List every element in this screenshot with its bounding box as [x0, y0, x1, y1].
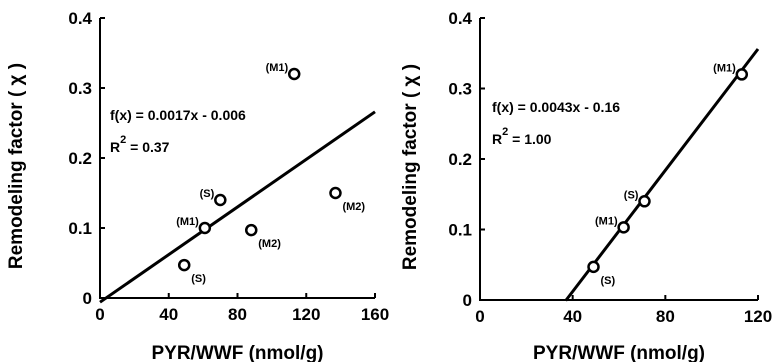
y-tick-label: 0.1	[448, 221, 472, 240]
data-point	[587, 260, 600, 274]
right-chart-panel: 0 0.1 0.2 0.3 0.4 0 40 80 120 PYR/WWF (nmol/g) Rem…	[400, 9, 772, 362]
r-squared-value: = 1.00	[508, 131, 551, 147]
y-axis-title: Remodeling factor ( χ )	[400, 64, 421, 270]
data-point-label: (M1)	[713, 62, 736, 74]
y-tick-label: 0.4	[448, 9, 472, 28]
y-axis-title-text: Remodeling factor	[400, 98, 421, 270]
x-tick-label: 40	[563, 307, 582, 326]
x-tick-label: 0	[95, 305, 104, 324]
y-tick-label: 0.2	[448, 150, 472, 169]
data-point	[245, 223, 258, 237]
data-point-label: (M1)	[176, 216, 199, 228]
y-tick-label: 0.1	[68, 219, 92, 238]
data-point	[214, 193, 227, 207]
y-tick-label: 0	[463, 291, 472, 310]
data-point-label: (S)	[191, 273, 206, 285]
x-axis-title: PYR/WWF (nmol/g)	[533, 343, 705, 362]
data-point	[638, 195, 651, 208]
data-point	[735, 68, 749, 81]
r-squared: R2 = 1.00	[492, 126, 552, 147]
x-tick-label: 40	[159, 305, 178, 324]
x-tick-label: 80	[656, 307, 675, 326]
data-point-label: (M2)	[258, 238, 281, 250]
r-squared-prefix: R	[110, 139, 120, 155]
y-axis-title: Remodeling factor ( χ )	[6, 63, 27, 269]
left-chart-panel: 0 0.1 0.2 0.3 0.4 0 40 80 120 160 PYR/WWF (nmol/g)…	[6, 9, 389, 362]
x-tick-label: 120	[744, 307, 772, 326]
fit-equation: f(x) = 0.0043x - 0.16	[492, 99, 620, 115]
data-point	[177, 258, 191, 272]
data-point-label: (S)	[200, 188, 215, 200]
x-axis-title: PYR/WWF (nmol/g)	[151, 343, 323, 362]
x-tick-label: 0	[475, 307, 484, 326]
data-point-label: (M1)	[595, 215, 618, 227]
y-tick-label: 0.3	[68, 79, 92, 98]
data-point-label: (M2)	[342, 201, 365, 213]
y-tick-label: 0.2	[68, 149, 92, 168]
data-point	[617, 221, 630, 234]
r-squared-prefix: R	[492, 131, 502, 147]
r-squared-sup: 2	[502, 126, 508, 138]
data-point-label: (S)	[601, 275, 616, 287]
y-tick-label: 0.4	[68, 9, 92, 28]
r-squared-value: = 0.37	[126, 139, 169, 155]
y-axis-title-symbol: ( χ )	[6, 63, 27, 97]
data-point-label: (S)	[624, 189, 639, 201]
y-axis-title-symbol: ( χ )	[400, 64, 421, 98]
data-point	[287, 67, 301, 81]
data-point	[198, 221, 212, 235]
x-tick-label: 120	[292, 305, 320, 324]
data-point-label: (M1)	[266, 62, 289, 74]
regression-line	[564, 48, 760, 302]
r-squared-sup: 2	[120, 134, 126, 146]
data-point	[329, 186, 342, 200]
y-tick-label: 0	[83, 289, 92, 308]
regression-line	[99, 110, 376, 304]
fit-equation: f(x) = 0.0017x - 0.006	[110, 107, 246, 123]
x-tick-label: 160	[361, 305, 389, 324]
x-tick-label: 80	[228, 305, 247, 324]
y-axis-title-text: Remodeling factor	[6, 97, 27, 269]
r-squared: R2 = 0.37	[110, 134, 170, 155]
y-tick-label: 0.3	[448, 80, 472, 99]
